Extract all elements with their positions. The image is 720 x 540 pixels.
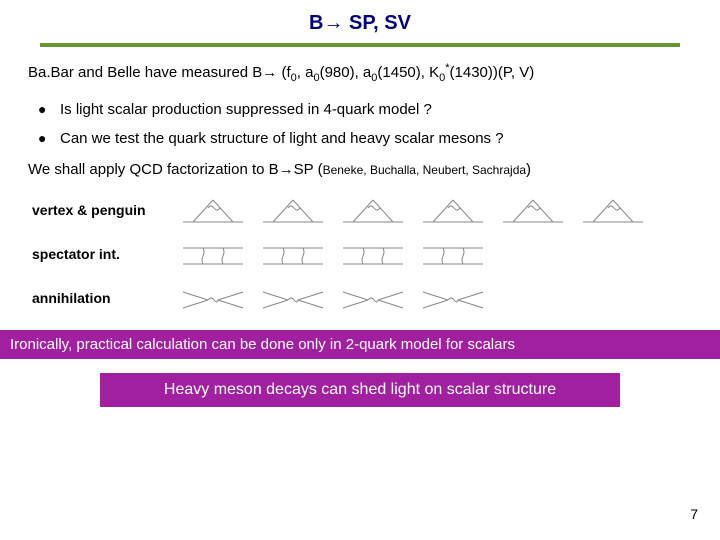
feynman-diagram-icon bbox=[258, 278, 328, 318]
feynman-diagram-icon bbox=[178, 234, 248, 274]
feynman-diagram-icon bbox=[338, 190, 408, 230]
conclusion-bar: Heavy meson decays can shed light on sca… bbox=[100, 373, 620, 407]
content-area: Ba.Bar and Belle have measured B→ (f0, a… bbox=[0, 47, 720, 318]
page-number: 7 bbox=[690, 506, 698, 522]
row-label-vertex: vertex & penguin bbox=[28, 202, 178, 218]
feynman-diagram-icon bbox=[258, 234, 328, 274]
diagram-row-spectator: spectator int. bbox=[28, 234, 692, 274]
feynman-diagram-icon bbox=[418, 278, 488, 318]
intro-text-3: (980), a bbox=[320, 64, 372, 81]
title-block: B→ SP, SV bbox=[0, 0, 720, 39]
feynman-diagram-icon bbox=[418, 234, 488, 274]
feynman-diagram-icon bbox=[258, 190, 328, 230]
feynman-diagram-icon bbox=[338, 234, 408, 274]
feynman-diagram-icon bbox=[178, 278, 248, 318]
apply-prefix: We shall apply QCD factorization to B→SP… bbox=[28, 161, 323, 178]
apply-line: We shall apply QCD factorization to B→SP… bbox=[28, 159, 692, 180]
diagrams-annihilation bbox=[178, 278, 692, 318]
diagram-section: vertex & penguin spectator int. bbox=[28, 190, 692, 318]
diagrams-spectator bbox=[178, 234, 692, 274]
page-title: B→ SP, SV bbox=[0, 12, 720, 35]
intro-text-1: Ba.Bar and Belle have measured B→ (f bbox=[28, 64, 291, 81]
diagram-row-vertex: vertex & penguin bbox=[28, 190, 692, 230]
diagram-row-annihilation: annihilation bbox=[28, 278, 692, 318]
intro-text-2: , a bbox=[297, 64, 314, 81]
bullet-item-1: Is light scalar production suppressed in… bbox=[38, 100, 692, 120]
feynman-diagram-icon bbox=[578, 190, 648, 230]
apply-names: Beneke, Buchalla, Neubert, Sachrajda bbox=[323, 163, 526, 177]
bullet-list: Is light scalar production suppressed in… bbox=[28, 100, 692, 149]
intro-line: Ba.Bar and Belle have measured B→ (f0, a… bbox=[28, 61, 692, 86]
irony-bar: Ironically, practical calculation can be… bbox=[0, 330, 720, 359]
row-label-spectator: spectator int. bbox=[28, 246, 178, 262]
apply-suffix: ) bbox=[526, 161, 531, 178]
bullet-item-2: Can we test the quark structure of light… bbox=[38, 129, 692, 149]
intro-text-4: (1450), K bbox=[377, 64, 439, 81]
intro-text-5: (1430))(P, V) bbox=[450, 64, 535, 81]
feynman-diagram-icon bbox=[418, 190, 488, 230]
row-label-annihilation: annihilation bbox=[28, 290, 178, 306]
feynman-diagram-icon bbox=[498, 190, 568, 230]
feynman-diagram-icon bbox=[178, 190, 248, 230]
feynman-diagram-icon bbox=[338, 278, 408, 318]
diagrams-vertex bbox=[178, 190, 692, 230]
